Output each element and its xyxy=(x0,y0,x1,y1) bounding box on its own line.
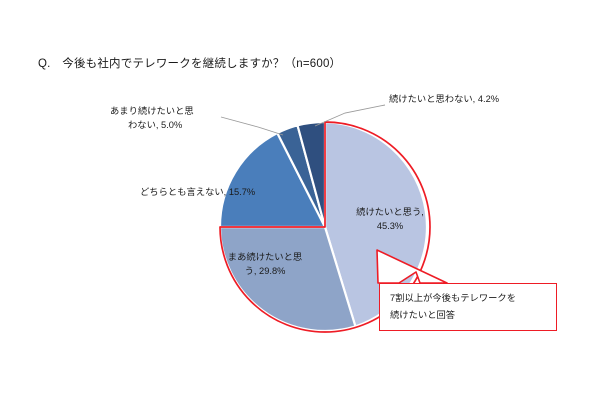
leader-line-not-much xyxy=(220,116,284,136)
slice-label-not-much-line1: あまり続けたいと思 xyxy=(110,106,194,116)
callout-box[interactable] xyxy=(379,283,557,331)
slice-label-neither-line1: どちらとも言えない, 15.7% xyxy=(140,187,256,197)
slice-label-not-much: あまり続けたいと思 わない, 5.0% xyxy=(110,104,234,132)
slice-label-keep: 続けたいと思う, 45.3% xyxy=(342,205,438,233)
slice-label-no-keep-line1: 続けたいと思わない, 4.2% xyxy=(389,94,500,104)
slice-label-keep-line2: 45.3% xyxy=(376,221,404,231)
callout-text-line2: 続けたいと回答 xyxy=(390,310,456,320)
slice-label-no-keep: 続けたいと思わない, 4.2% xyxy=(389,92,499,106)
chart-title: Q. 今後も社内でテレワークを継続しますか？（n=600） xyxy=(38,58,342,70)
slice-label-not-much-line2: わない, 5.0% xyxy=(128,120,183,130)
slice-label-somewhat-keep-line1: まあ続けたいと思 xyxy=(227,252,303,262)
slice-label-neither: どちらとも言えない, 15.7% xyxy=(140,185,255,199)
pie-slice-neither[interactable] xyxy=(218,131,327,229)
slice-label-somewhat-keep-line2: う, 29.8% xyxy=(244,266,286,276)
callout-text-line1: 7割以上が今後もテレワークを xyxy=(390,293,517,303)
slice-label-somewhat-keep: まあ続けたいと思 う, 29.8% xyxy=(213,250,317,278)
callout-text: 7割以上が今後もテレワークを 続けたいと回答 xyxy=(390,290,550,324)
leader-line-no-keep xyxy=(314,104,386,127)
slice-label-keep-line1: 続けたいと思う, xyxy=(356,207,424,217)
